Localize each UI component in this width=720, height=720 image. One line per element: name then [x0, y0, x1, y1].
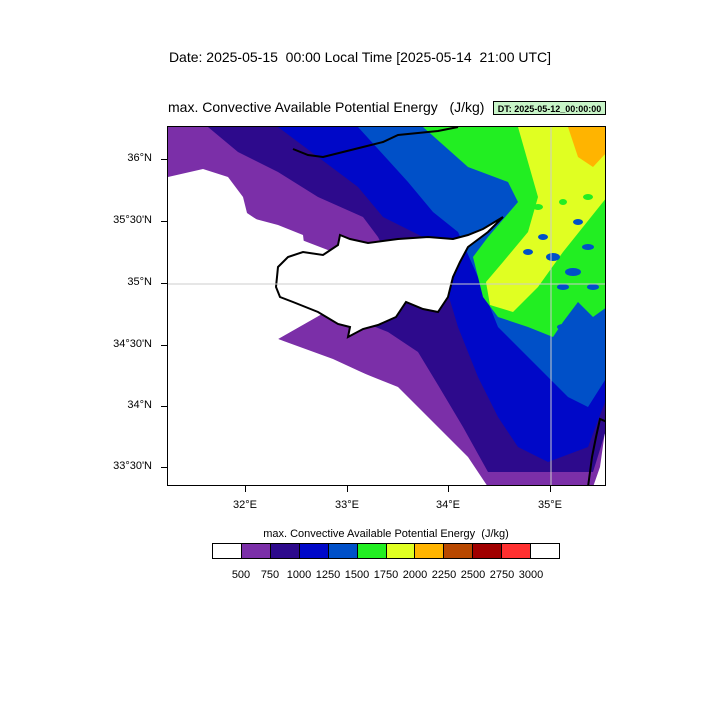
colorbar	[212, 543, 560, 559]
colorbar-level-label: 2750	[489, 569, 515, 581]
x-label-32e: 32°E	[233, 499, 257, 511]
dt-badge: DT: 2025-05-12_00:00:00	[493, 101, 606, 115]
colorbar-swatch	[531, 544, 560, 558]
cape-cells	[523, 219, 599, 345]
colorbar-swatch	[386, 544, 416, 558]
x-label-35e: 35°E	[538, 499, 562, 511]
colorbar-swatch	[415, 544, 445, 558]
map-panel	[167, 126, 606, 486]
colorbar-level-label: 2250	[431, 569, 457, 581]
colorbar-level-label: 500	[231, 569, 251, 581]
page-title: Date: 2025-05-15 00:00 Local Time [2025-…	[168, 49, 552, 65]
colorbar-swatch	[502, 544, 532, 558]
colorbar-level-label: 1000	[286, 569, 312, 581]
colorbar-level-label: 2000	[402, 569, 428, 581]
colorbar-swatch	[213, 544, 242, 558]
colorbar-swatch	[444, 544, 474, 558]
cyprus-island	[274, 216, 504, 339]
levant-coastline	[587, 417, 605, 485]
turkey-coastline	[292, 127, 459, 159]
x-label-34e: 34°E	[436, 499, 460, 511]
colorbar-level-label: 1500	[344, 569, 370, 581]
colorbar-swatch	[473, 544, 503, 558]
cape-region-2250	[568, 127, 605, 167]
y-label-34n: 34°N	[127, 399, 152, 411]
y-label-35n: 35°N	[127, 276, 152, 288]
cape-map	[168, 127, 605, 485]
colorbar-swatch	[357, 544, 387, 558]
colorbar-swatch	[328, 544, 358, 558]
y-label-33-30n: 33°30'N	[113, 460, 152, 472]
colorbar-level-label: 3000	[518, 569, 544, 581]
colorbar-swatch	[299, 544, 329, 558]
colorbar-swatch	[270, 544, 300, 558]
colorbar-level-label: 2500	[460, 569, 486, 581]
y-label-34-30n: 34°30'N	[113, 338, 152, 350]
x-label-33e: 33°E	[335, 499, 359, 511]
plot-title: max. Convective Available Potential Ener…	[168, 99, 485, 115]
colorbar-level-label: 1750	[373, 569, 399, 581]
colorbar-title: max. Convective Available Potential Ener…	[263, 528, 509, 540]
colorbar-level-label: 750	[260, 569, 280, 581]
y-label-36n: 36°N	[127, 152, 152, 164]
cape-region-2000	[486, 127, 605, 312]
y-label-35-30n: 35°30'N	[113, 214, 152, 226]
colorbar-level-label: 1250	[315, 569, 341, 581]
colorbar-swatch	[241, 544, 271, 558]
